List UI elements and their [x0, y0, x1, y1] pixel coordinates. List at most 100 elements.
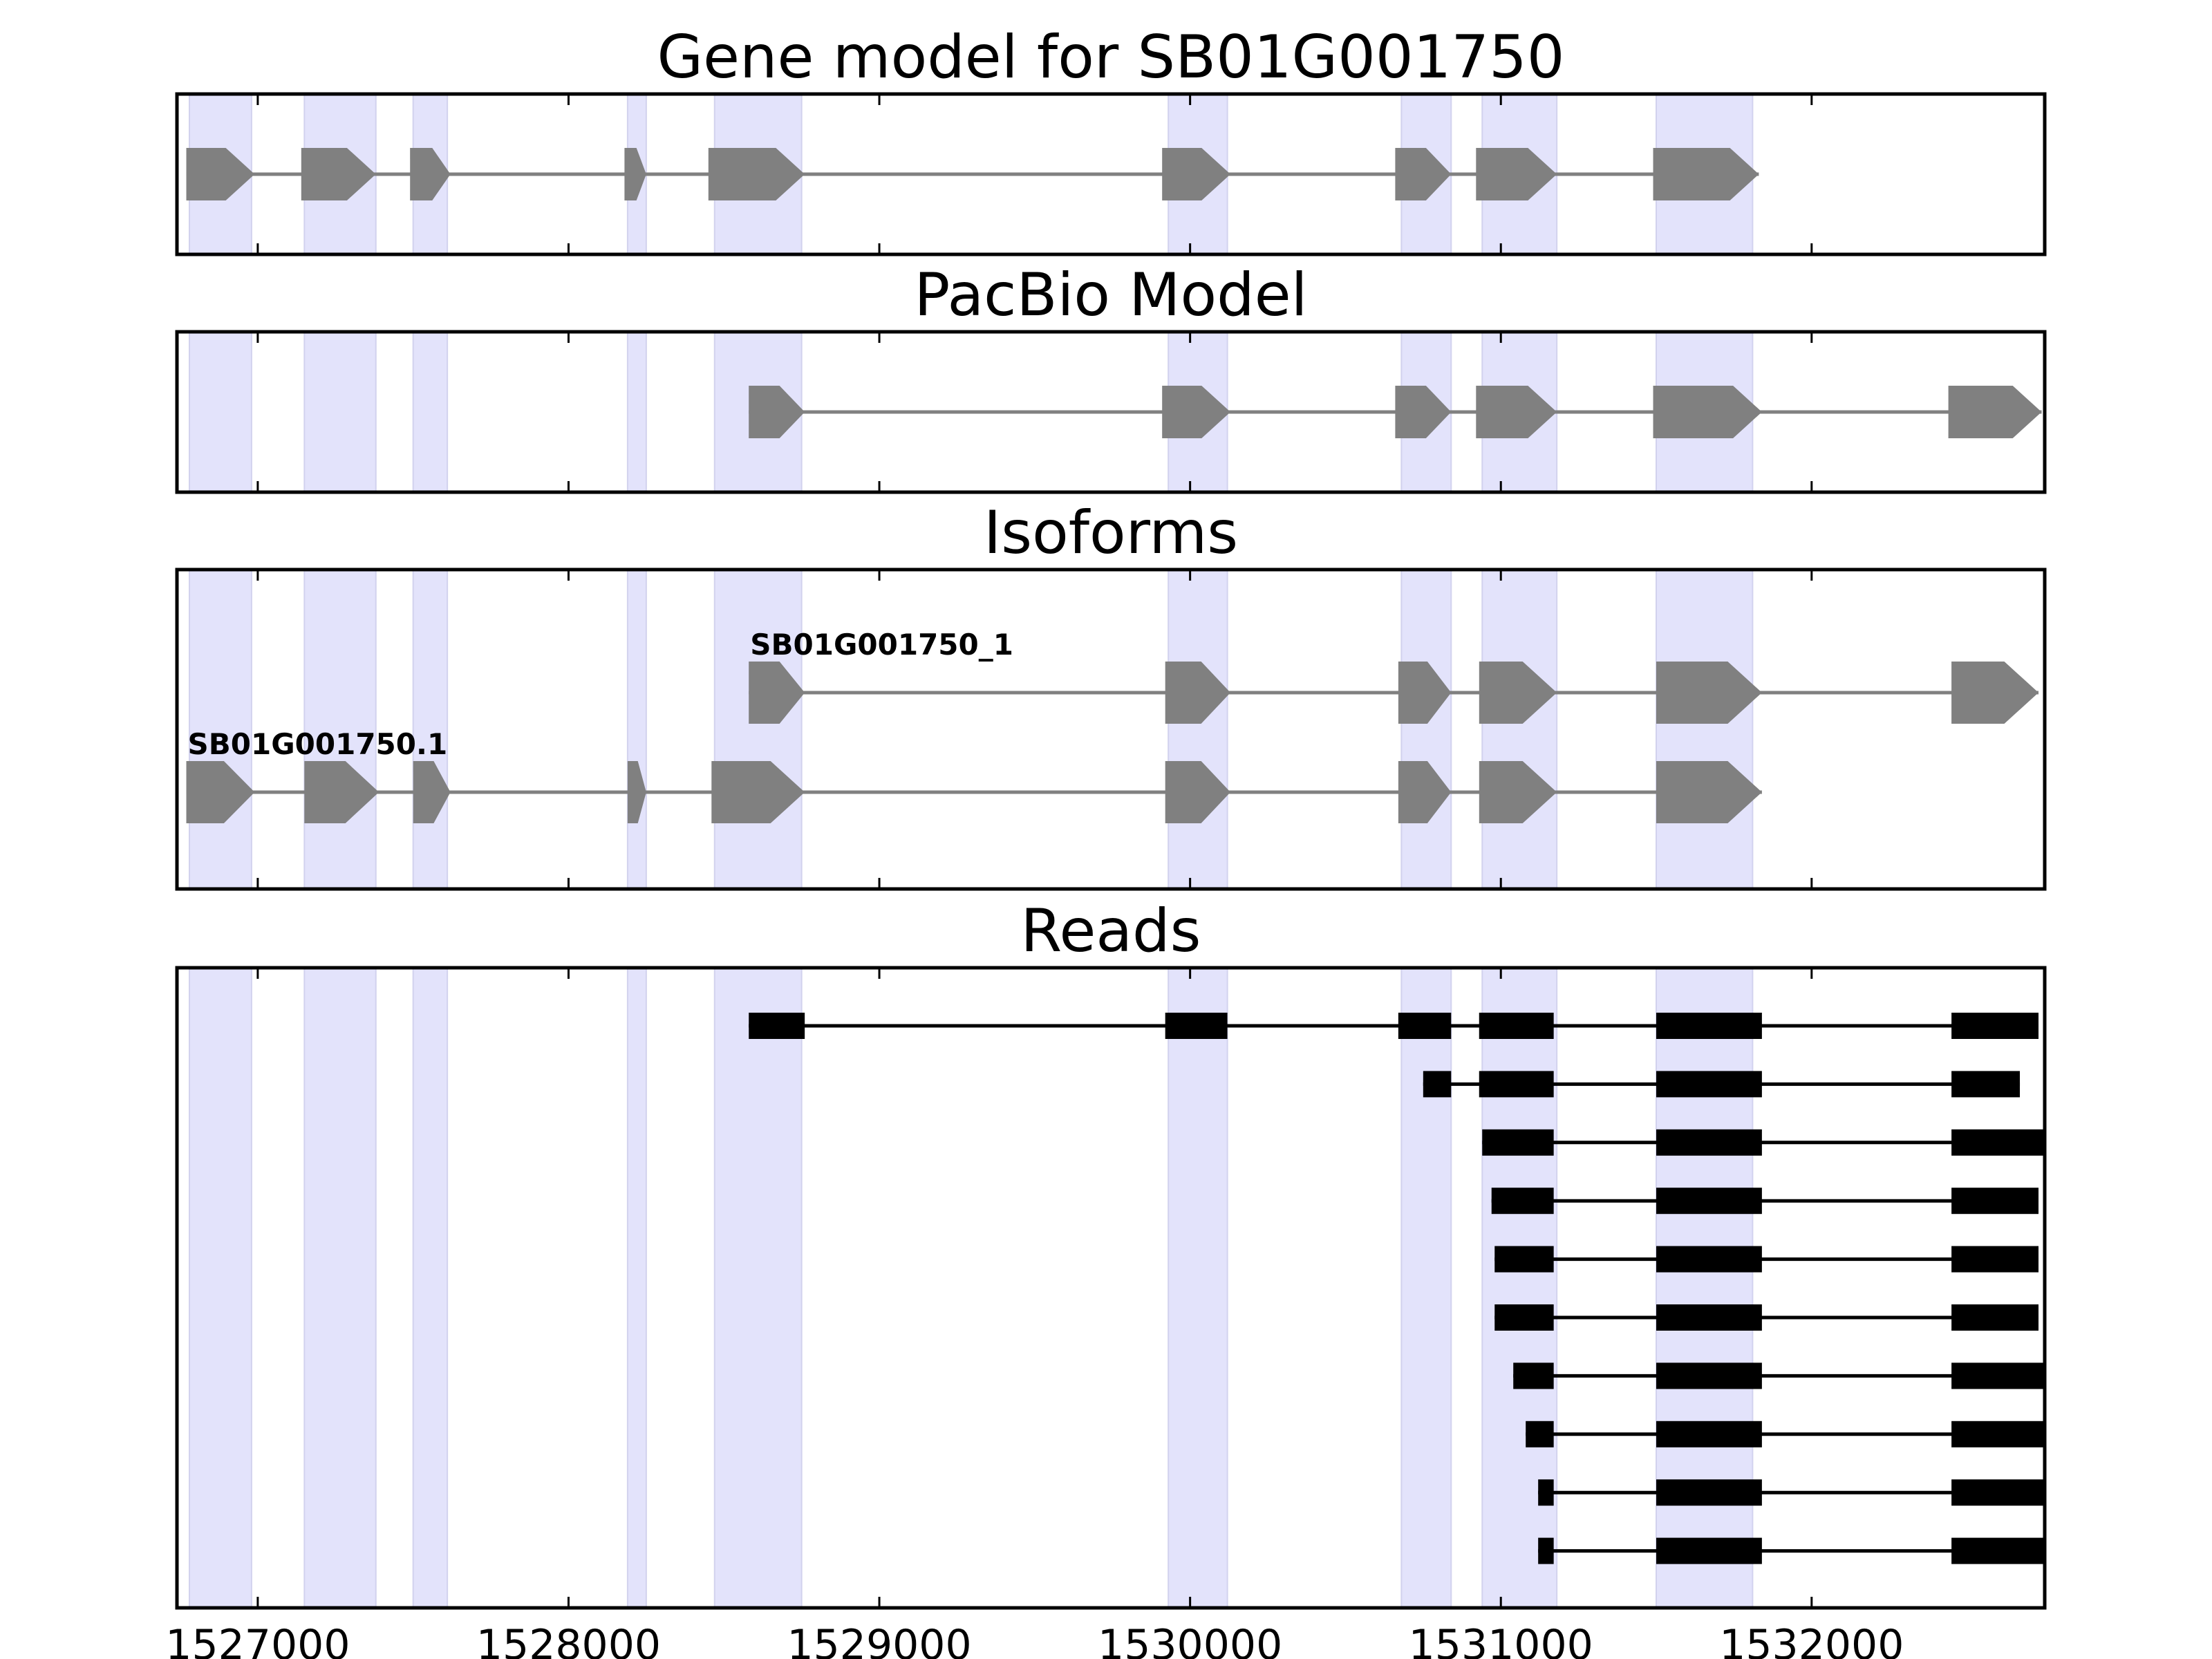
read-exon-block — [749, 1013, 805, 1039]
read-exon-block — [1951, 1479, 2045, 1506]
read-exon-block — [1656, 1246, 1762, 1273]
panel-title: PacBio Model — [914, 261, 1307, 330]
isoform-label: SB01G001750_1 — [750, 628, 1013, 662]
exon-arrow — [1653, 148, 1759, 200]
exon-arrow — [186, 148, 255, 200]
exon-arrow — [1162, 386, 1231, 438]
exon-arrow — [410, 148, 451, 200]
panel-frame — [175, 92, 2047, 256]
exon-highlight-band — [1656, 967, 1754, 1609]
read-exon-block — [1656, 1013, 1762, 1039]
exon-highlight-band — [1481, 569, 1558, 890]
exon-arrow — [1165, 761, 1231, 823]
read-exon-block — [1951, 1537, 2045, 1564]
read-exon-block — [1656, 1304, 1762, 1331]
exon-arrow — [1948, 386, 2042, 438]
x-tick-label: 1532000 — [1719, 1621, 1904, 1659]
read-exon-block — [1494, 1304, 1554, 1331]
read-exon-block — [1656, 1537, 1762, 1564]
read-exon-block — [1526, 1421, 1554, 1447]
read-exon-block — [1951, 1013, 2039, 1039]
read-exon-block — [1491, 1188, 1554, 1215]
panel-title: Gene model for SB01G001750 — [657, 23, 1565, 92]
exon-arrow — [1479, 662, 1557, 724]
exon-highlight-band — [412, 967, 449, 1609]
exon-arrow — [749, 662, 805, 724]
read-exon-block — [1398, 1013, 1452, 1039]
read-exon-block — [1656, 1071, 1762, 1098]
x-tick-label: 1529000 — [787, 1621, 971, 1659]
exon-arrow — [413, 761, 451, 823]
read-exon-block — [1513, 1362, 1554, 1389]
read-exon-block — [1951, 1071, 2021, 1098]
read-exon-block — [1656, 1421, 1762, 1447]
panel-frame — [175, 966, 2047, 1610]
exon-arrow — [1653, 386, 1762, 438]
x-tick-label: 1530000 — [1098, 1621, 1282, 1659]
read-exon-block — [1656, 1479, 1762, 1506]
exon-arrow — [1162, 148, 1231, 200]
exon-highlight-band — [626, 967, 647, 1609]
read-exon-block — [1951, 1129, 2045, 1156]
exon-highlight-band — [626, 331, 647, 493]
read-exon-block — [1423, 1071, 1452, 1098]
exon-highlight-band — [303, 331, 377, 493]
exon-highlight-band — [303, 967, 377, 1609]
exon-highlight-band — [1481, 967, 1558, 1609]
exon-highlight-band — [188, 569, 252, 890]
exon-highlight-band — [303, 569, 377, 890]
read-exon-block — [1951, 1246, 2039, 1273]
exon-arrow — [1395, 148, 1452, 200]
exon-arrow — [1951, 662, 2038, 724]
exon-arrow — [304, 761, 379, 823]
read-exon-block — [1538, 1479, 1554, 1506]
exon-highlight-band — [626, 569, 647, 890]
exon-arrow — [749, 386, 805, 438]
exon-arrow — [301, 148, 376, 200]
exon-highlight-band — [1400, 967, 1452, 1609]
exon-arrow — [1656, 761, 1762, 823]
panel-frame — [175, 568, 2047, 891]
exon-arrow — [1395, 386, 1452, 438]
read-exon-block — [1951, 1304, 2039, 1331]
exon-arrow — [186, 761, 255, 823]
exon-highlight-band — [1168, 967, 1228, 1609]
exon-arrow — [624, 148, 646, 200]
read-exon-block — [1482, 1129, 1554, 1156]
exon-arrow — [1165, 662, 1231, 724]
exon-arrow — [1476, 148, 1557, 200]
exon-arrow — [708, 148, 805, 200]
exon-arrow — [1398, 662, 1452, 724]
read-exon-block — [1538, 1537, 1554, 1564]
read-exon-block — [1656, 1188, 1762, 1215]
exon-highlight-band — [412, 569, 449, 890]
read-exon-block — [1494, 1246, 1554, 1273]
read-exon-block — [1165, 1013, 1228, 1039]
x-tick-label: 1531000 — [1409, 1621, 1593, 1659]
isoform-label: SB01G001750.1 — [187, 727, 447, 761]
exon-arrow — [1479, 761, 1557, 823]
exon-highlight-band — [412, 331, 449, 493]
panel-frame — [175, 330, 2047, 494]
read-exon-block — [1479, 1013, 1554, 1039]
read-exon-block — [1656, 1129, 1762, 1156]
exon-highlight-band — [1400, 569, 1452, 890]
exon-highlight-band — [1168, 569, 1228, 890]
exon-arrow — [1656, 662, 1762, 724]
exon-highlight-band — [1656, 569, 1754, 890]
exon-arrow — [711, 761, 805, 823]
read-exon-block — [1656, 1362, 1762, 1389]
exon-highlight-band — [188, 331, 252, 493]
read-exon-block — [1951, 1188, 2039, 1215]
read-exon-block — [1951, 1421, 2045, 1447]
x-tick-label: 1528000 — [476, 1621, 661, 1659]
read-exon-block — [1951, 1362, 2045, 1389]
exon-arrow — [1476, 386, 1557, 438]
exon-arrow — [627, 761, 646, 823]
read-exon-block — [1479, 1071, 1554, 1098]
exon-arrow — [1398, 761, 1452, 823]
x-tick-label: 1527000 — [165, 1621, 350, 1659]
exon-highlight-band — [713, 967, 803, 1609]
panel-title: Isoforms — [984, 498, 1238, 568]
